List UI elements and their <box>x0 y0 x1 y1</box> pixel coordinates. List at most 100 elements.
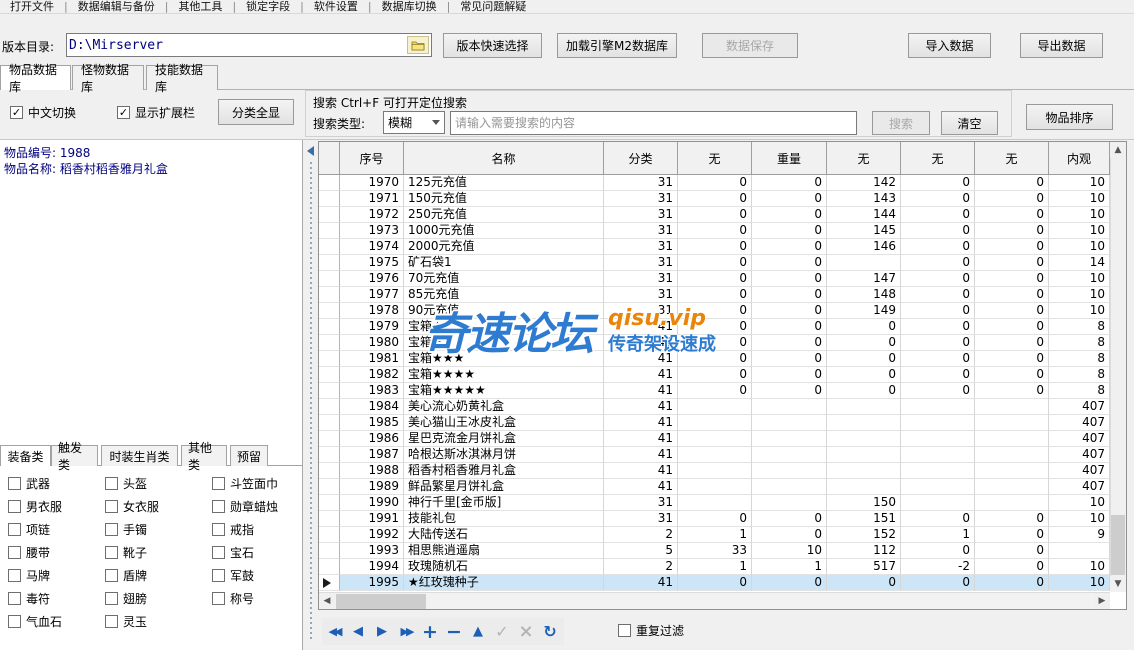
column-header[interactable]: 无 <box>901 142 975 175</box>
table-cell[interactable]: 10 <box>752 543 827 559</box>
table-cell[interactable]: 1993 <box>340 543 404 559</box>
category-checkbox[interactable]: 毒符 <box>8 587 105 610</box>
table-cell[interactable]: 149 <box>827 303 901 319</box>
table-cell[interactable]: 0 <box>975 575 1049 591</box>
table-cell[interactable]: 0 <box>975 351 1049 367</box>
nav-delete-button[interactable]: − <box>446 620 462 643</box>
table-cell[interactable]: 31 <box>604 255 678 271</box>
table-cell[interactable]: 41 <box>604 479 678 495</box>
table-cell[interactable]: 41 <box>604 399 678 415</box>
table-cell[interactable]: 0 <box>901 351 975 367</box>
table-row[interactable]: 1987 哈根达斯冰淇淋月饼 41 407 <box>319 447 1110 463</box>
table-cell[interactable]: 0 <box>678 319 752 335</box>
table-row[interactable]: 1982 宝箱★★★★ 41 0 0 0 0 0 8 <box>319 367 1110 383</box>
table-cell[interactable]: 美心流心奶黄礼盒 <box>404 399 604 415</box>
import-data-button[interactable]: 导入数据 <box>908 33 991 58</box>
table-cell[interactable] <box>752 463 827 479</box>
search-input[interactable] <box>450 111 857 135</box>
table-cell[interactable]: 0 <box>678 207 752 223</box>
tab-monster-database[interactable]: 怪物数据库 <box>72 63 144 94</box>
table-cell[interactable]: 1995 <box>340 575 404 591</box>
table-cell[interactable]: 8 <box>1049 335 1110 351</box>
table-cell[interactable]: 1974 <box>340 239 404 255</box>
table-cell[interactable]: 10 <box>1049 287 1110 303</box>
table-cell[interactable]: 8 <box>1049 367 1110 383</box>
table-cell[interactable] <box>752 399 827 415</box>
table-cell[interactable]: 0 <box>901 511 975 527</box>
table-cell[interactable]: 0 <box>901 239 975 255</box>
table-cell[interactable]: 0 <box>678 575 752 591</box>
table-cell[interactable]: 10 <box>1049 303 1110 319</box>
table-cell[interactable]: 10 <box>1049 175 1110 191</box>
table-cell[interactable]: 0 <box>752 303 827 319</box>
table-cell[interactable]: 0 <box>678 191 752 207</box>
table-cell[interactable]: 14 <box>1049 255 1110 271</box>
table-cell[interactable]: 大陆传送石 <box>404 527 604 543</box>
category-checkbox[interactable]: 武器 <box>8 472 105 495</box>
table-cell[interactable]: 宝箱★★★★★ <box>404 383 604 399</box>
menu-item[interactable]: 锁定字段 <box>246 0 291 13</box>
table-cell[interactable]: 10 <box>1049 191 1110 207</box>
table-cell[interactable]: 鲜品繁星月饼礼盒 <box>404 479 604 495</box>
table-cell[interactable]: 0 <box>752 335 827 351</box>
category-tab-5[interactable]: 预留 <box>230 445 268 466</box>
table-cell[interactable]: 31 <box>604 207 678 223</box>
table-cell[interactable]: 0 <box>752 527 827 543</box>
table-cell[interactable]: 0 <box>901 543 975 559</box>
table-cell[interactable] <box>901 415 975 431</box>
category-tab-2[interactable]: 触发类 <box>51 441 98 472</box>
table-cell[interactable]: 2 <box>604 559 678 575</box>
table-row[interactable]: 1992 大陆传送石 2 1 0 152 1 0 9 <box>319 527 1110 543</box>
table-cell[interactable]: 41 <box>604 351 678 367</box>
table-cell[interactable] <box>975 415 1049 431</box>
table-cell[interactable]: 0 <box>975 335 1049 351</box>
table-row[interactable]: 1994 玫瑰随机石 2 1 1 517 -2 0 10 <box>319 559 1110 575</box>
load-m2-database-button[interactable]: 加载引擎M2数据库 <box>557 33 677 58</box>
table-cell[interactable]: 1972 <box>340 207 404 223</box>
table-cell[interactable] <box>678 463 752 479</box>
column-header[interactable]: 内观 <box>1049 142 1110 175</box>
table-row[interactable]: 1983 宝箱★★★★★ 41 0 0 0 0 0 8 <box>319 383 1110 399</box>
table-cell[interactable]: ★红玫瑰种子 <box>404 575 604 591</box>
table-cell[interactable]: 0 <box>752 383 827 399</box>
table-cell[interactable] <box>975 463 1049 479</box>
table-cell[interactable]: 0 <box>901 175 975 191</box>
table-cell[interactable]: 0 <box>827 575 901 591</box>
table-cell[interactable]: 0 <box>678 511 752 527</box>
table-row[interactable]: 1978 90元充值 31 0 0 149 0 0 10 <box>319 303 1110 319</box>
table-cell[interactable] <box>975 479 1049 495</box>
table-cell[interactable]: 10 <box>1049 575 1110 591</box>
search-type-select[interactable]: 模糊 <box>383 111 445 134</box>
table-cell[interactable]: 0 <box>975 319 1049 335</box>
category-checkbox[interactable]: 马牌 <box>8 564 105 587</box>
nav-prior-button[interactable]: ◀ <box>353 624 363 639</box>
table-cell[interactable] <box>678 479 752 495</box>
chinese-toggle-checkbox[interactable]: ✓ 中文切换 <box>10 104 76 121</box>
table-cell[interactable] <box>975 495 1049 511</box>
table-cell[interactable]: 1 <box>752 559 827 575</box>
table-cell[interactable]: 矿石袋1 <box>404 255 604 271</box>
column-header[interactable]: 名称 <box>404 142 604 175</box>
table-cell[interactable]: 0 <box>901 287 975 303</box>
table-cell[interactable]: 1979 <box>340 319 404 335</box>
table-row[interactable]: 1988 稻香村稻香雅月礼盒 41 407 <box>319 463 1110 479</box>
table-cell[interactable]: 41 <box>604 463 678 479</box>
table-cell[interactable]: 0 <box>901 223 975 239</box>
table-cell[interactable]: 0 <box>678 255 752 271</box>
table-cell[interactable]: 1978 <box>340 303 404 319</box>
table-cell[interactable]: 31 <box>604 223 678 239</box>
table-cell[interactable]: 143 <box>827 191 901 207</box>
table-cell[interactable]: 1987 <box>340 447 404 463</box>
category-tab-4[interactable]: 其他类 <box>181 441 227 472</box>
table-cell[interactable]: 41 <box>604 415 678 431</box>
table-cell[interactable]: 0 <box>752 223 827 239</box>
column-header[interactable]: 重量 <box>752 142 827 175</box>
table-cell[interactable]: 0 <box>975 271 1049 287</box>
table-cell[interactable]: 31 <box>604 287 678 303</box>
menu-item[interactable]: 打开文件 <box>10 0 54 13</box>
show-extension-checkbox[interactable]: ✓ 显示扩展栏 <box>117 104 195 121</box>
column-header[interactable]: 分类 <box>604 142 678 175</box>
table-row[interactable]: 1985 美心猫山王冰皮礼盒 41 407 <box>319 415 1110 431</box>
table-cell[interactable]: 10 <box>1049 207 1110 223</box>
table-cell[interactable]: 0 <box>752 351 827 367</box>
